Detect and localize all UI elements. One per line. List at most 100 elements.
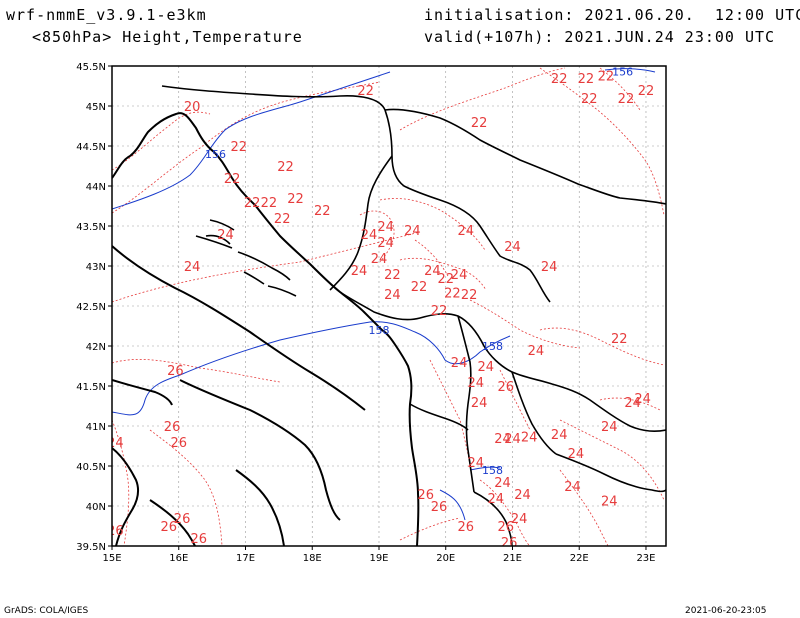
isotherm-label: 24 <box>361 228 378 243</box>
borders <box>161 85 666 546</box>
isotherm-label: 24 <box>404 224 421 239</box>
isotherm-label: 22 <box>638 84 655 99</box>
isotherm-label: 22 <box>578 72 595 87</box>
isotherm-label: 24 <box>371 252 388 267</box>
height-contours <box>112 68 656 521</box>
graticule <box>112 66 666 546</box>
isotherm-label: 26 <box>498 520 515 535</box>
footer-credit: GrADS: COLA/IGES <box>4 606 89 616</box>
isotherm-label: 24 <box>451 356 468 371</box>
lat-tick-label: 43.5N <box>76 222 106 233</box>
isotherm-label: 24 <box>541 260 558 275</box>
lat-tick-label: 44.5N <box>76 142 106 153</box>
longitude-axis: 15E 16E 17E 18E 19E 20E 21E 22E 23E <box>102 546 655 564</box>
footer-timestamp: 2021-06-20-23:05 <box>685 606 767 616</box>
lon-tick-label: 18E <box>303 553 322 564</box>
lat-tick-label: 42.5N <box>76 302 106 313</box>
isotherm-label: 22 <box>357 84 374 99</box>
lat-tick-label: 45N <box>86 102 106 113</box>
isotherm-label: 24 <box>624 396 641 411</box>
lat-tick-label: 44N <box>86 182 106 193</box>
isotherm-label: 24 <box>377 220 394 235</box>
isotherm-label: 24 <box>467 376 484 391</box>
isotherm-label: 26 <box>107 524 124 539</box>
isotherm-label: 22 <box>244 196 261 211</box>
isotherm-label: 24 <box>107 436 124 451</box>
isotherm-label: 26 <box>170 436 187 451</box>
isotherm-label: 24 <box>494 476 511 491</box>
isotherm-label: 24 <box>457 224 474 239</box>
isotherm-label: 22 <box>384 268 401 283</box>
isotherm-label: 26 <box>417 488 434 503</box>
isotherm-label: 26 <box>501 536 518 551</box>
lat-tick-label: 42N <box>86 342 106 353</box>
lon-tick-label: 23E <box>636 553 655 564</box>
isotherm-label: 24 <box>511 512 528 527</box>
isotherm-label: 24 <box>504 432 521 447</box>
isotherm-label: 24 <box>351 264 368 279</box>
isotherm-label: 24 <box>551 428 568 443</box>
isotherm-label: 24 <box>488 492 505 507</box>
lat-tick-label: 41N <box>86 422 106 433</box>
lon-tick-label: 21E <box>503 553 522 564</box>
isotherm-label: 22 <box>461 288 478 303</box>
isotherm-label: 24 <box>478 360 495 375</box>
isotherm-label: 24 <box>601 420 618 435</box>
isotherm-label: 22 <box>611 332 628 347</box>
isotherm-label: 24 <box>471 396 488 411</box>
isotherm-label: 24 <box>217 228 234 243</box>
isotherm-label: 22 <box>411 280 428 295</box>
height-contour-label: 156 <box>612 66 633 79</box>
isotherm-label: 24 <box>521 430 538 445</box>
init-time: initialisation: 2021.06.20. 12:00 UTC <box>424 6 800 24</box>
isotherm-label: 22 <box>437 272 454 287</box>
isotherm-label: 22 <box>224 172 241 187</box>
lon-tick-label: 16E <box>169 553 188 564</box>
isotherm-label: 22 <box>231 140 248 155</box>
isotherm-label: 26 <box>174 512 191 527</box>
isotherm-label: 26 <box>190 532 207 547</box>
isotherm-label: 26 <box>498 380 515 395</box>
lon-tick-label: 22E <box>570 553 589 564</box>
lat-tick-label: 41.5N <box>76 382 106 393</box>
isotherm-label: 24 <box>377 236 394 251</box>
isotherm-label: 24 <box>424 264 441 279</box>
isotherm-label: 24 <box>601 494 618 509</box>
lon-tick-label: 15E <box>102 553 121 564</box>
isotherm-label: 26 <box>431 500 448 515</box>
isotherm-label: 24 <box>564 480 581 495</box>
isotherm-label: 24 <box>451 268 468 283</box>
height-contour-label: 158 <box>368 324 389 337</box>
isotherm-label: 22 <box>551 72 568 87</box>
isotherm-label: 24 <box>528 344 545 359</box>
height-labels: 156 156 158 158 158 <box>205 66 633 477</box>
latitude-axis: 45.5N 45N 44.5N 44N 43.5N 43N 42.5N 42N 41.5N 41N… <box>76 62 112 553</box>
isotherm-label: 22 <box>287 192 304 207</box>
isotherm-label: 22 <box>274 212 291 227</box>
lat-tick-label: 40N <box>86 502 106 513</box>
valid-time: valid(+107h): 2021.JUN.24 23:00 UTC <box>424 28 776 46</box>
isotherm-label: 22 <box>618 92 635 107</box>
isotherm-label: 24 <box>634 392 651 407</box>
isotherm-label: 26 <box>164 420 181 435</box>
isotherm-label: 22 <box>598 70 615 85</box>
isotherm-label: 22 <box>581 92 598 107</box>
lon-tick-label: 17E <box>236 553 255 564</box>
isotherm-label: 22 <box>444 286 461 301</box>
lon-tick-label: 19E <box>369 553 388 564</box>
isotherm-label: 24 <box>568 447 585 462</box>
islands <box>195 219 297 297</box>
height-contour-label: 158 <box>482 340 503 353</box>
lat-tick-label: 43N <box>86 262 106 273</box>
isotherm-label: 24 <box>514 488 531 503</box>
isotherm-label: 22 <box>261 196 278 211</box>
field-title: <850hPa> Height,Temperature <box>32 28 303 46</box>
isotherm-label: 24 <box>467 456 484 471</box>
height-contour-label: 156 <box>205 148 226 161</box>
isotherm-label: 24 <box>494 432 511 447</box>
isotherm-label: 22 <box>277 160 294 175</box>
isotherm-label: 24 <box>184 260 201 275</box>
isotherm-label: 26 <box>457 520 474 535</box>
